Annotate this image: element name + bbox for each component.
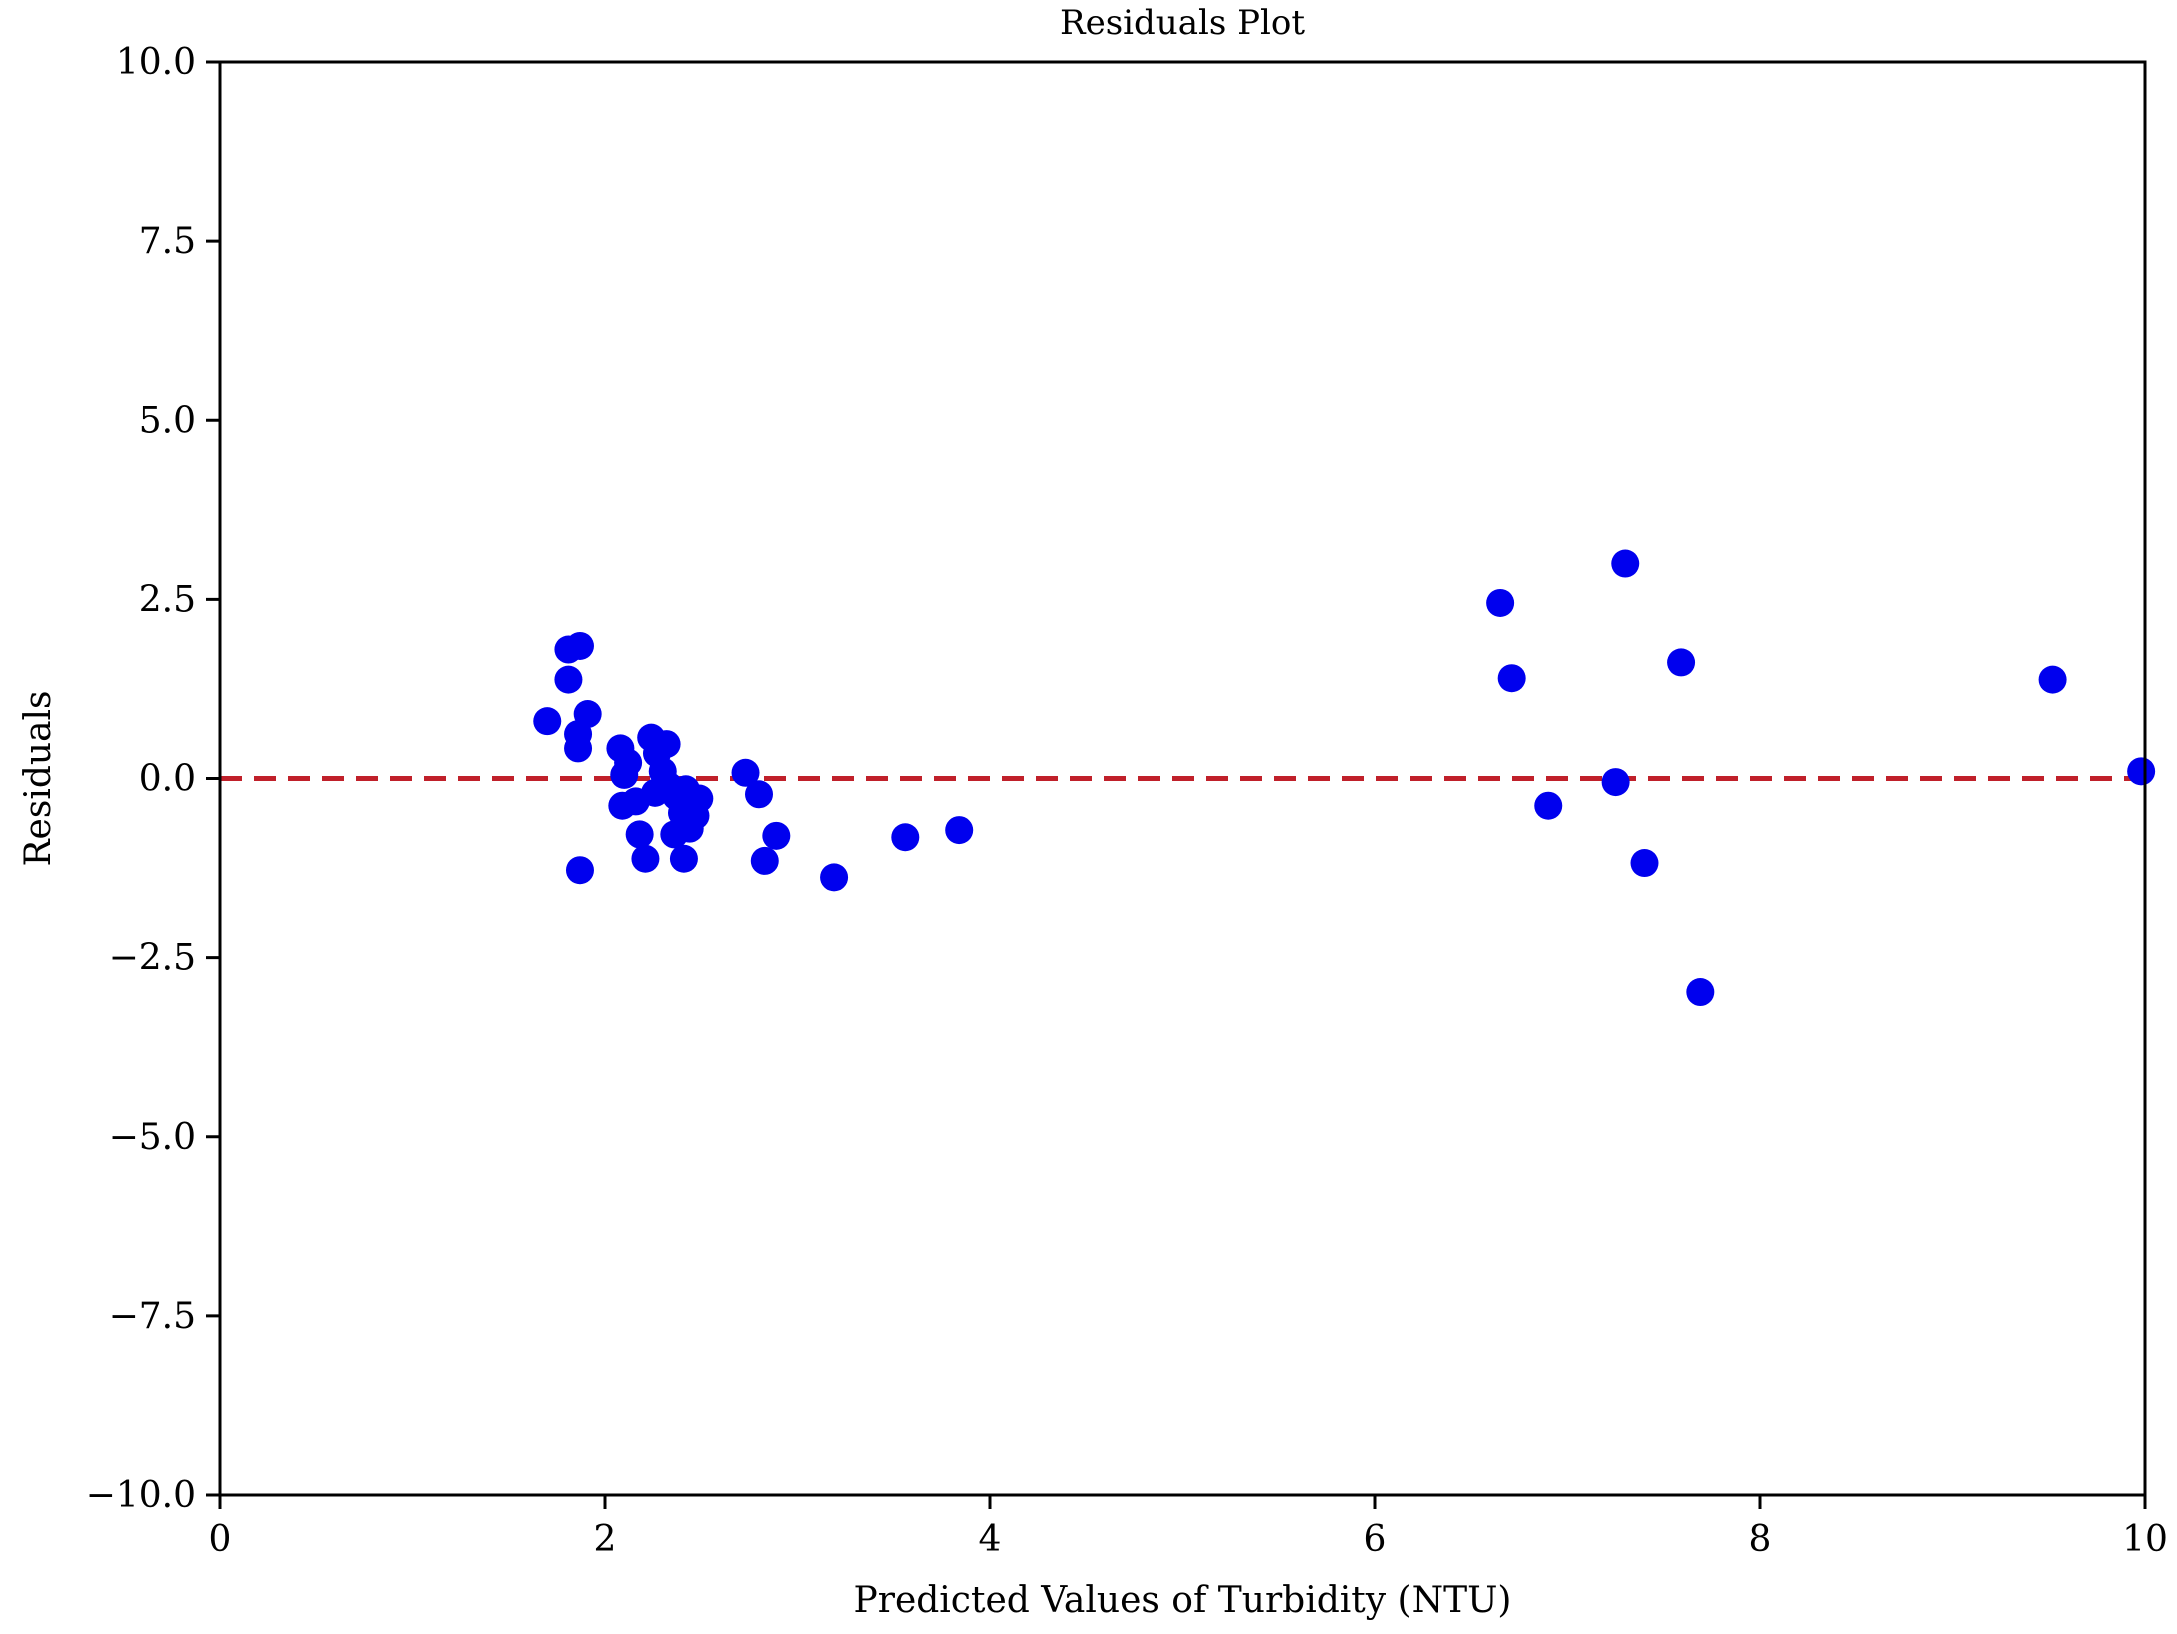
scatter-point [533, 707, 562, 736]
x-axis-ticks: 0 2 4 6 8 10 [209, 1495, 2168, 1560]
scatter-point [1601, 768, 1630, 797]
y-axis-ticks: 10.0 7.5 5.0 2.5 0.0 −2.5 −5.0 −7.5 −10.0 [86, 42, 220, 1516]
scatter-point [1611, 549, 1640, 578]
scatter-point [565, 631, 594, 660]
y-tick-label: 2.5 [139, 579, 196, 620]
scatter-point [1630, 849, 1659, 878]
scatter-point [554, 665, 583, 694]
scatter-point [2038, 665, 2067, 694]
y-tick-label: −10.0 [86, 1475, 196, 1516]
chart-title: Residuals Plot [1060, 3, 1305, 43]
x-tick-label: 6 [1364, 1519, 1387, 1560]
scatter-point [891, 823, 920, 852]
y-axis-title: Residuals [18, 690, 59, 866]
y-tick-label: −7.5 [109, 1296, 196, 1337]
scatter-point [745, 780, 773, 809]
y-tick-label: 10.0 [116, 42, 196, 83]
scatter-point [652, 730, 681, 759]
scatter-point [564, 734, 593, 763]
y-tick-label: 0.0 [139, 759, 196, 800]
x-tick-label: 4 [979, 1519, 1002, 1560]
scatter-point [610, 760, 639, 789]
scatter-point [631, 844, 660, 873]
scatter-point [625, 820, 654, 849]
y-tick-label: −2.5 [109, 938, 196, 979]
scatter-point [820, 863, 849, 892]
x-tick-label: 0 [209, 1519, 232, 1560]
scatter-point [669, 844, 698, 873]
scatter-point [565, 856, 594, 885]
scatter-points-layer [533, 549, 2156, 1007]
x-tick-label: 8 [1749, 1519, 1772, 1560]
scatter-point [1686, 978, 1715, 1007]
scatter-point [1486, 588, 1515, 617]
y-tick-label: −5.0 [109, 1117, 196, 1158]
scatter-point [945, 816, 974, 845]
scatter-point [762, 821, 791, 850]
x-tick-label: 10 [2122, 1519, 2168, 1560]
scatter-point [2127, 757, 2156, 786]
x-axis-title: Predicted Values of Turbidity (NTU) [854, 1580, 1512, 1621]
y-tick-label: 7.5 [139, 221, 196, 262]
scatter-point [1667, 648, 1696, 677]
scatter-point [1534, 791, 1563, 820]
scatter-point [1497, 664, 1526, 693]
y-tick-label: 5.0 [139, 400, 196, 441]
scatter-point [685, 784, 714, 813]
scatter-point [731, 758, 760, 787]
scatter-point [750, 846, 779, 875]
x-tick-label: 2 [594, 1519, 617, 1560]
